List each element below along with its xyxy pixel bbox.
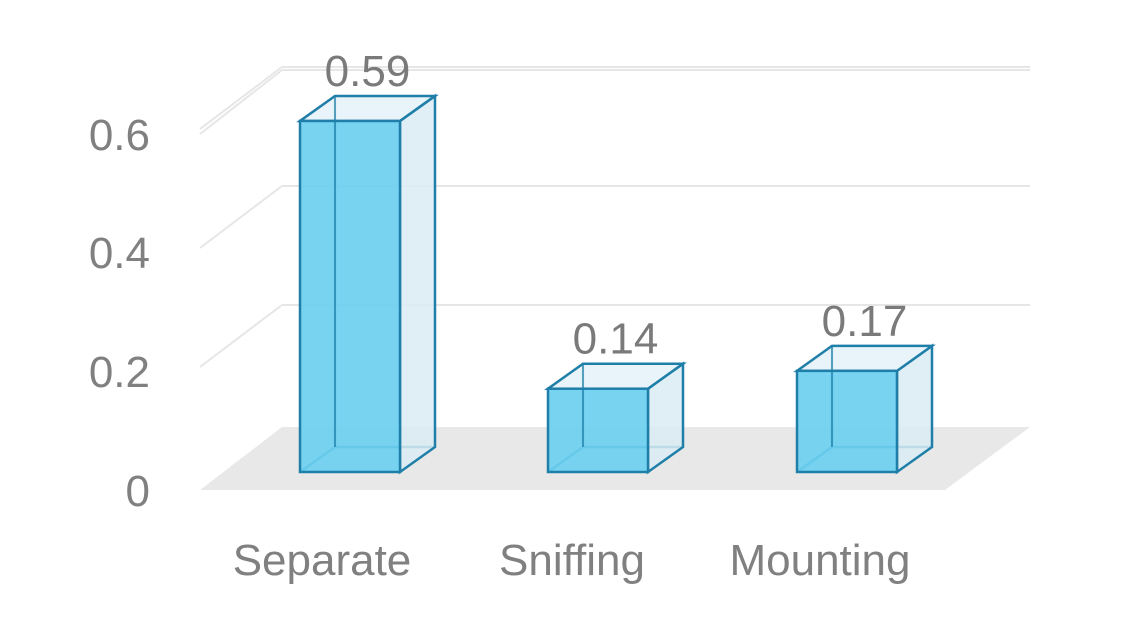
bar-sniffing <box>544 361 687 475</box>
y-axis: 0 0.2 0.4 0.6 <box>89 111 150 516</box>
data-labels: 0.59 0.14 0.17 <box>325 47 908 364</box>
bar-front-face <box>298 119 402 474</box>
x-axis: Separate Sniffing Mounting <box>233 536 911 585</box>
data-label-sniffing: 0.14 <box>573 315 659 364</box>
gridline-left <box>199 304 283 368</box>
bar-front-face <box>546 387 650 474</box>
bars-layer <box>296 93 936 475</box>
bar-mounting <box>793 343 936 475</box>
category-label-separate: Separate <box>233 536 412 585</box>
gridline-left <box>199 66 283 130</box>
y-tick-label: 0.2 <box>89 348 150 397</box>
bar-side-face <box>398 93 437 475</box>
y-tick-label: 0.6 <box>89 111 150 160</box>
data-label-mounting: 0.17 <box>822 297 908 346</box>
category-label-mounting: Mounting <box>729 536 910 585</box>
bar-separate <box>296 93 439 475</box>
category-label-sniffing: Sniffing <box>499 536 645 585</box>
gridline-left <box>199 185 283 249</box>
bar-front-face <box>795 369 899 474</box>
y-tick-label: 0.4 <box>89 229 150 278</box>
gridline-left <box>199 69 283 135</box>
data-label-separate: 0.59 <box>325 47 411 96</box>
y-tick-label: 0 <box>126 467 150 516</box>
